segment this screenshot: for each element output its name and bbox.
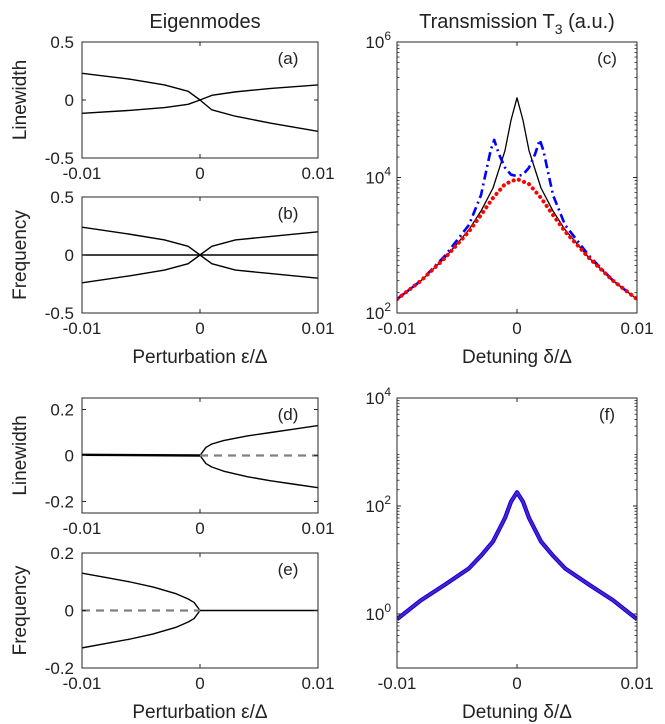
series-group xyxy=(397,490,637,621)
panel-d: -0.01 0 0.01 -0.2 0 0.2 (d) Linewidth xyxy=(10,397,335,538)
y-tick-label: 0.5 xyxy=(50,188,74,207)
x-tick-label: -0.01 xyxy=(378,674,417,693)
y-tick-label: 0.5 xyxy=(50,33,74,52)
x-tick-label: 0.01 xyxy=(620,674,653,693)
series-red-dotted-line xyxy=(397,177,637,302)
x-axis-label: Perturbation ε/Δ xyxy=(132,347,268,368)
y-tick-label: -0.2 xyxy=(45,493,74,512)
series-red-line xyxy=(397,491,637,621)
x-tick-label: -0.01 xyxy=(63,519,102,538)
left-column-title: Eigenmodes xyxy=(149,11,260,33)
y-axis-label: Frequency xyxy=(10,210,31,300)
y-tick-label: 0 xyxy=(65,246,74,265)
y-axis-label: Linewidth xyxy=(10,415,31,495)
x-tick-label: 0.01 xyxy=(301,519,334,538)
panel-label: (e) xyxy=(278,560,299,579)
y-tick-label: 104 xyxy=(365,385,391,408)
panel-label: (d) xyxy=(278,405,299,424)
y-axis-label: Frequency xyxy=(10,565,31,655)
x-axis-label: Detuning δ/Δ xyxy=(462,702,572,723)
y-tick-label: 0 xyxy=(65,602,74,621)
x-tick-label: 0 xyxy=(195,674,204,693)
panel-label: (c) xyxy=(597,49,617,68)
x-tick-label: 0 xyxy=(512,674,521,693)
panel-label: (b) xyxy=(278,204,299,223)
series-upper-branch-line xyxy=(199,424,318,456)
y-tick-label: -0.5 xyxy=(45,149,74,168)
x-tick-label: -0.01 xyxy=(63,674,102,693)
series-group xyxy=(82,72,318,133)
x-tick-label: -0.01 xyxy=(378,319,417,338)
x-tick-label: 0 xyxy=(195,519,204,538)
y-tick-label: 0.2 xyxy=(50,401,74,420)
series-lower-branch-line xyxy=(82,610,201,649)
panel-label: (a) xyxy=(278,49,299,68)
x-tick-label: 0.01 xyxy=(301,319,334,338)
axes-box xyxy=(396,41,638,314)
x-tick-label: -0.01 xyxy=(63,319,102,338)
series-lower-line xyxy=(82,254,318,284)
panel-b: -0.01 0 0.01 -0.5 0 0.5 (b) Frequency Perturbati… xyxy=(10,188,335,368)
series-lower-line xyxy=(82,99,318,133)
series-blue-dash-dot-line xyxy=(397,138,637,301)
panel-f: -0.01 0 0.01 100 102 104 (f) Detuning δ/Δ xyxy=(365,385,653,723)
right-column-title: Transmission T3 (a.u.) xyxy=(419,11,615,37)
y-tick-label: 100 xyxy=(365,601,391,624)
x-tick-label: -0.01 xyxy=(63,164,102,183)
series-group xyxy=(82,424,318,489)
series-group xyxy=(82,226,318,284)
series-lower-branch-line xyxy=(199,455,318,489)
y-tick-label: -0.5 xyxy=(45,304,74,323)
y-tick-label: 104 xyxy=(365,165,391,188)
axes-box xyxy=(396,397,638,669)
series-flat-line xyxy=(82,453,201,457)
y-axis-label: Linewidth xyxy=(10,60,31,140)
series-blue-line xyxy=(397,490,637,621)
panel-label: (f) xyxy=(599,405,615,424)
y-tick-label: 102 xyxy=(365,300,391,323)
series-upper-line xyxy=(82,72,318,101)
panel-e: -0.01 0 0.01 -0.2 0 0.2 (e) Frequency Perturbati… xyxy=(10,544,335,723)
y-tick-label: 102 xyxy=(365,493,391,516)
y-tick-label: 0 xyxy=(65,447,74,466)
x-tick-label: 0 xyxy=(195,164,204,183)
series-group xyxy=(397,97,637,302)
x-axis-label: Detuning δ/Δ xyxy=(462,347,572,368)
x-tick-label: 0 xyxy=(195,319,204,338)
panel-c: -0.01 0 0.01 102 104 106 (c) Detuning δ/Δ xyxy=(365,29,653,368)
x-tick-label: 0.01 xyxy=(620,319,653,338)
series-group xyxy=(82,572,318,649)
x-tick-label: 0.01 xyxy=(301,164,334,183)
y-tick-label: 106 xyxy=(365,29,391,52)
x-axis-label: Perturbation ε/Δ xyxy=(132,702,268,723)
series-upper-line xyxy=(82,226,318,256)
x-tick-label: 0 xyxy=(512,319,521,338)
x-tick-label: 0.01 xyxy=(301,674,334,693)
panel-a: -0.01 0 0.01 -0.5 0 0.5 (a) Linewidth xyxy=(10,33,335,183)
series-upper-branch-line xyxy=(82,572,201,611)
y-tick-label: 0 xyxy=(65,91,74,110)
y-tick-label: 0.2 xyxy=(50,544,74,563)
y-tick-label: -0.2 xyxy=(45,659,74,678)
